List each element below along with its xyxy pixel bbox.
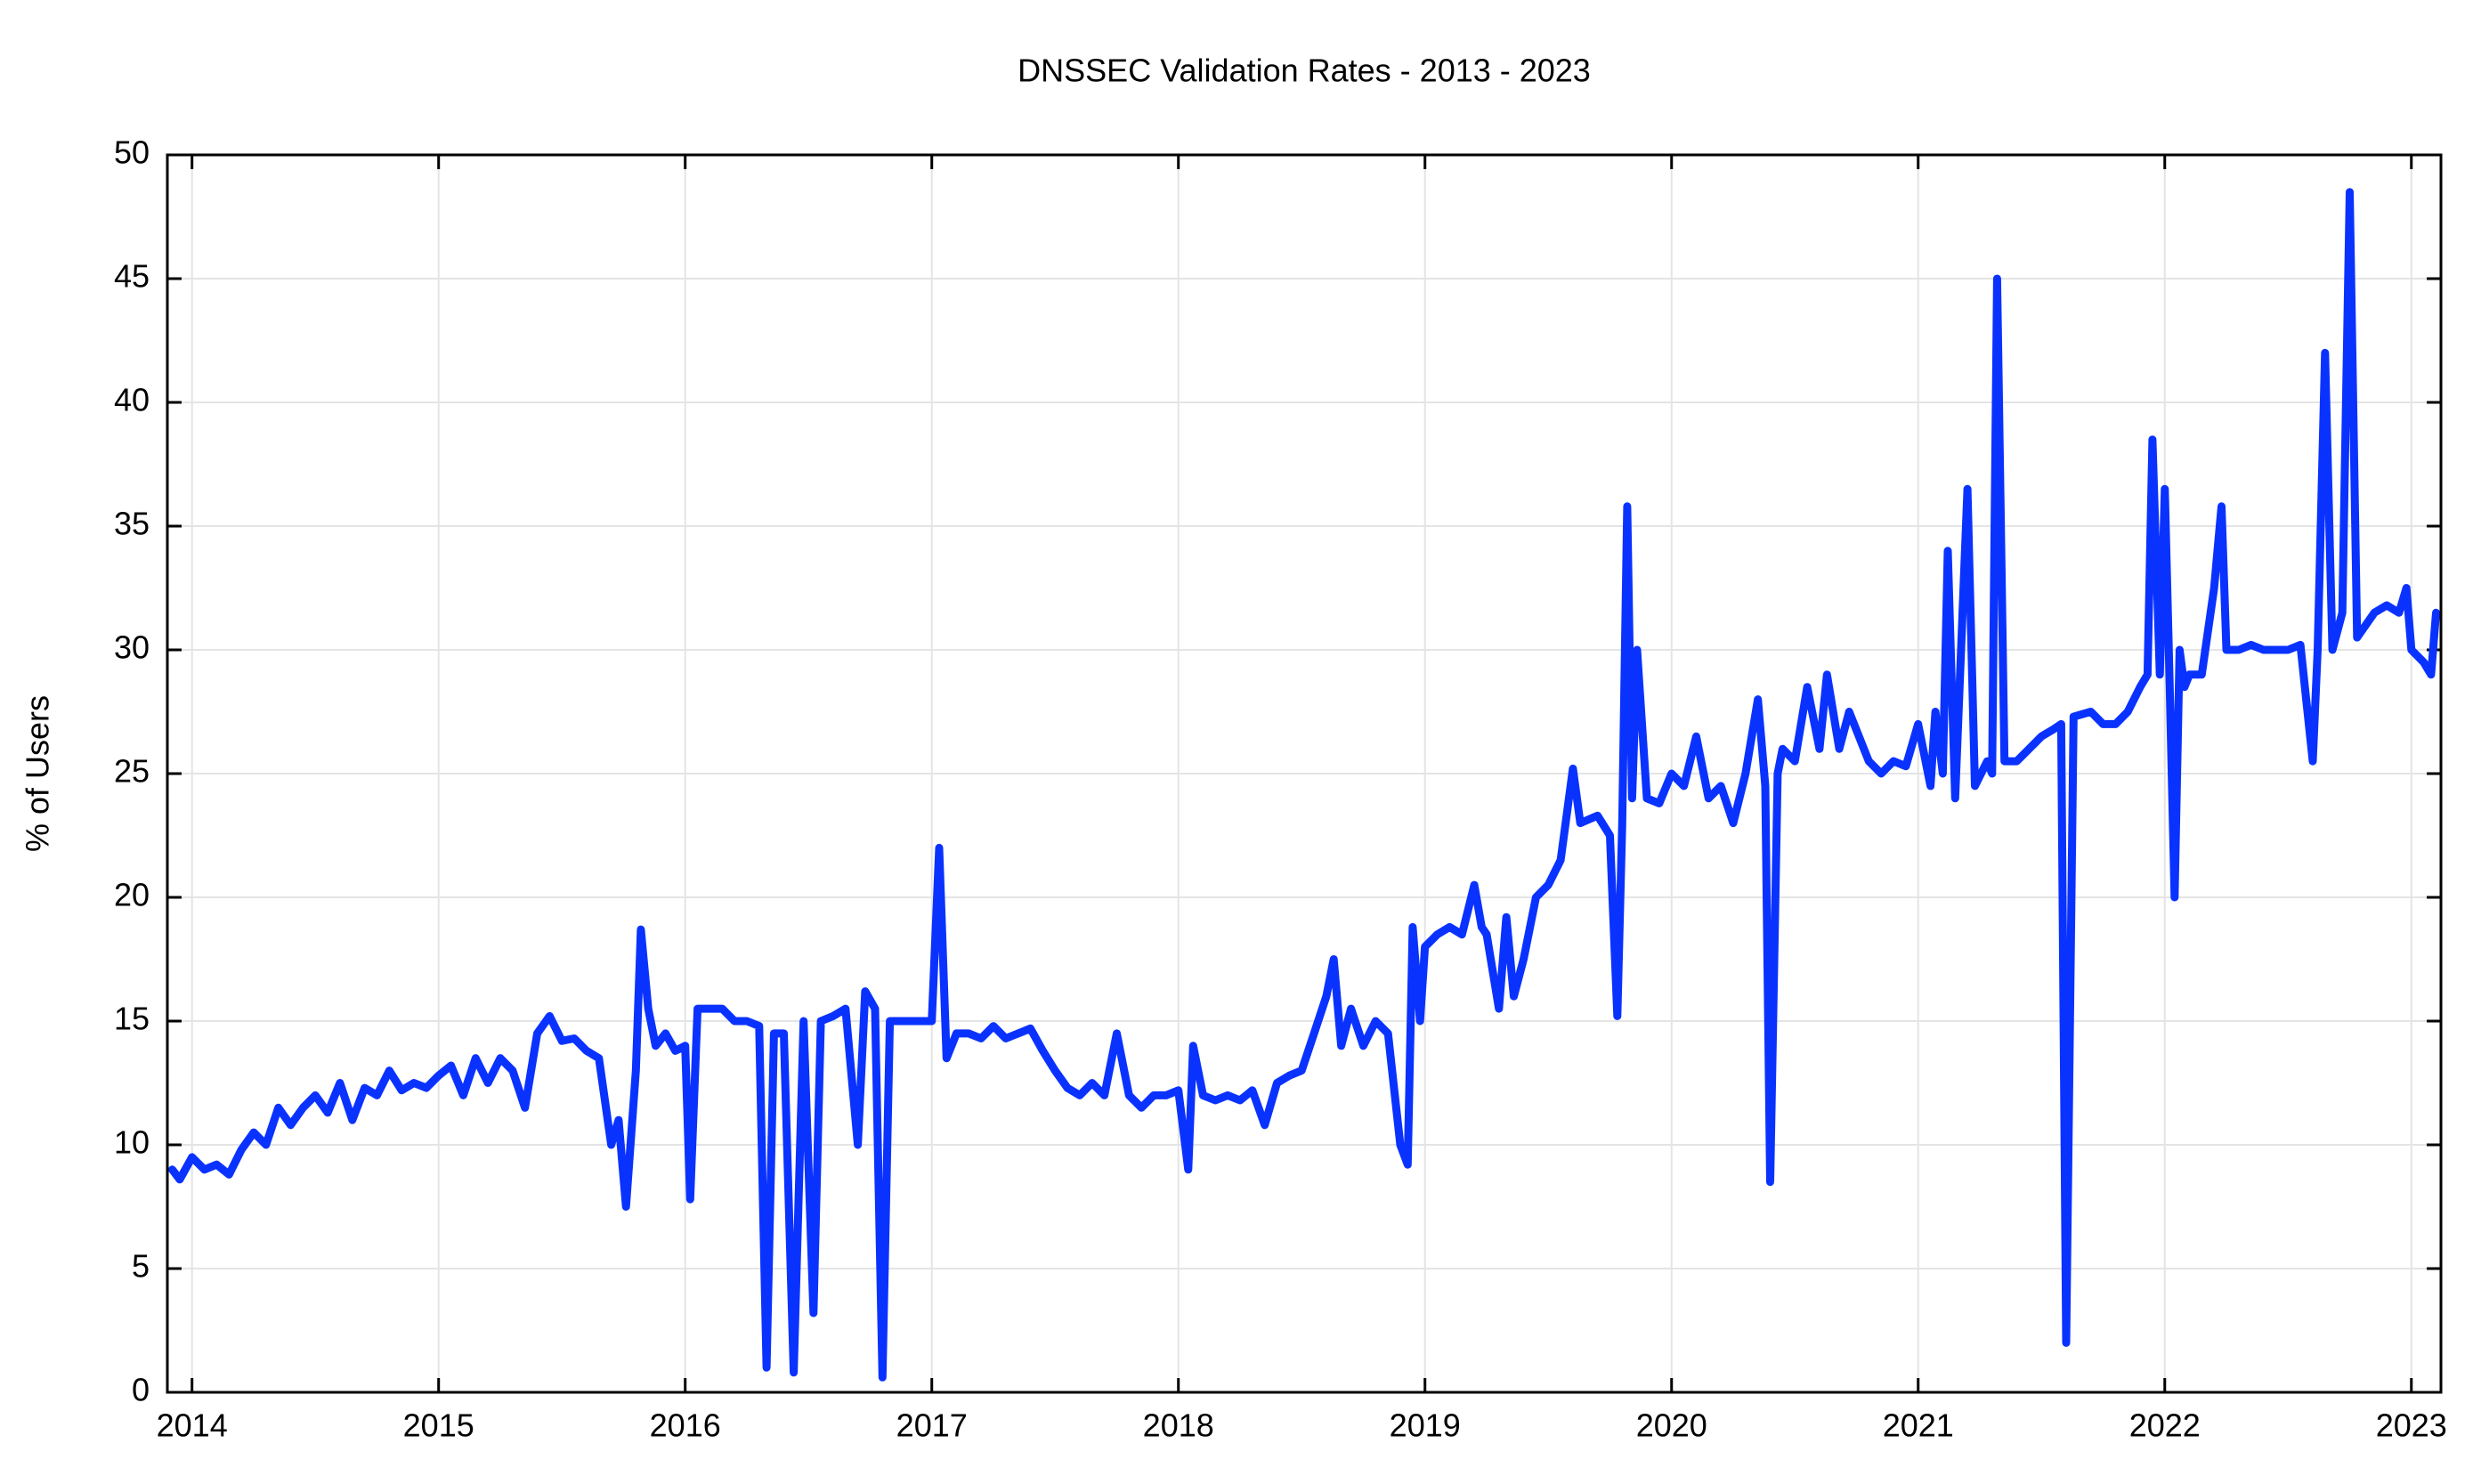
y-tick-label: 25 (114, 753, 150, 790)
y-tick-label: 15 (114, 1001, 150, 1037)
x-tick-label: 2020 (1636, 1407, 1707, 1444)
x-tick-label: 2022 (2129, 1407, 2201, 1444)
x-tick-label: 2018 (1143, 1407, 1214, 1444)
x-tick-label: 2023 (2376, 1407, 2447, 1444)
data-line (168, 188, 2440, 1382)
y-tick-label: 20 (114, 877, 150, 913)
y-axis-label: % of Users (20, 695, 56, 852)
chart-title: DNSSEC Validation Rates - 2013 - 2023 (1018, 53, 1591, 89)
plot-frame (166, 153, 2443, 1394)
y-tick-label: 10 (114, 1124, 150, 1161)
x-tick-label: 2019 (1390, 1407, 1461, 1444)
y-tick-label: 45 (114, 258, 150, 295)
x-tick-label: 2015 (403, 1407, 474, 1444)
y-tick-label: 30 (114, 629, 150, 666)
x-tick-label: 2017 (896, 1407, 968, 1444)
y-tick-label: 40 (114, 382, 150, 418)
x-tick-label: 2016 (650, 1407, 721, 1444)
y-tick-label: 35 (114, 506, 150, 542)
x-tick-label: 2021 (1883, 1407, 1954, 1444)
y-tick-label: 5 (132, 1248, 150, 1285)
y-tick-label: 50 (114, 134, 150, 171)
y-tick-label: 0 (132, 1372, 150, 1408)
x-tick-label: 2014 (157, 1407, 228, 1444)
